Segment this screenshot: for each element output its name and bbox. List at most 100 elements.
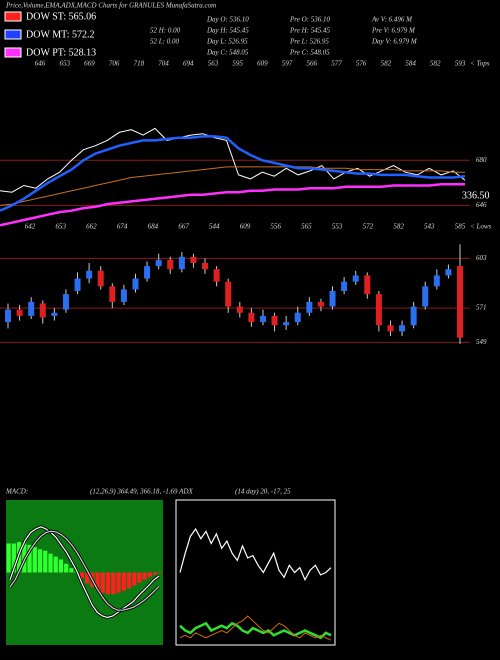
top-label: 609: [257, 60, 268, 68]
candle-body: [178, 256, 185, 270]
low-label: 544: [209, 223, 220, 231]
top-label: 646: [35, 60, 46, 68]
histogram-bar: [105, 572, 111, 595]
stat-text: Day H: 545.45: [206, 27, 249, 35]
candle-body: [259, 315, 266, 323]
candle-body: [306, 301, 313, 313]
candle-body: [86, 270, 93, 279]
low-label: 653: [55, 223, 66, 231]
histogram-bar: [95, 572, 100, 591]
low-label: 543: [424, 223, 435, 231]
histogram-bar: [43, 550, 48, 573]
price-line: [0, 127, 466, 193]
indicator-line: [9, 530, 160, 611]
indicator-line: [179, 527, 332, 582]
low-label: 565: [301, 223, 312, 231]
candle-body: [236, 306, 243, 313]
top-label: 566: [307, 60, 318, 68]
candle-body: [16, 309, 23, 316]
y-tick-label: 603: [476, 254, 487, 262]
stat-text: Day V: 6.979 M: [371, 38, 418, 46]
histogram-bar: [53, 556, 58, 573]
y-tick-label: 646: [476, 201, 487, 209]
low-label: 609: [240, 223, 251, 231]
panel-background: [6, 500, 163, 645]
stat-text: 52 L: 0.00: [150, 38, 179, 46]
indicator-line: [179, 621, 332, 640]
histogram-bar: [126, 572, 132, 589]
low-label: 556: [270, 223, 281, 231]
top-label: 595: [232, 60, 243, 68]
candle-body: [248, 312, 255, 323]
low-label: 662: [86, 223, 97, 231]
candle-body: [341, 281, 348, 291]
histogram-bar: [6, 543, 11, 573]
histogram-bar: [69, 568, 74, 573]
top-label: 704: [158, 60, 169, 68]
histogram-bar: [32, 547, 37, 573]
top-label: 597: [282, 60, 293, 68]
top-label: 593: [455, 60, 466, 68]
candle-body: [225, 281, 232, 307]
stat-text: Av V: 6.496 M: [371, 16, 413, 24]
low-label: 667: [178, 223, 189, 231]
top-label: 669: [84, 60, 95, 68]
candle-body: [445, 269, 452, 276]
stat-text: Day O: 536.10: [206, 16, 249, 24]
low-label: 585: [455, 223, 466, 231]
histogram-bar: [142, 572, 147, 580]
stat-text: Pre H: 545.45: [289, 27, 330, 35]
top-label: 582: [381, 60, 392, 68]
candle-body: [410, 306, 417, 326]
lows-label: < Lows: [470, 223, 492, 231]
candle-body: [97, 270, 104, 287]
top-label: 563: [208, 60, 219, 68]
histogram-bar: [158, 572, 163, 574]
candle-body: [317, 301, 324, 307]
legend-label: DOW PT: 528.13: [26, 47, 96, 58]
stat-text: Day C: 548.05: [206, 49, 249, 57]
histogram-bar: [48, 553, 53, 573]
low-label: 674: [117, 223, 128, 231]
candle-body: [213, 269, 220, 282]
histogram-bar: [37, 549, 43, 573]
stat-text: Day L: 526.95: [206, 38, 248, 46]
candle-body: [167, 259, 174, 270]
top-label: 718: [134, 60, 145, 68]
macd-label: MACD:: [5, 488, 28, 496]
stat-text: Pre L: 526.95: [289, 38, 329, 46]
candle-body: [39, 303, 46, 318]
low-label: 642: [25, 223, 36, 231]
top-label: 582: [430, 60, 441, 68]
histogram-bar: [79, 572, 84, 579]
candle-body: [132, 278, 139, 290]
candle-body: [399, 325, 406, 332]
candle-body: [120, 289, 127, 302]
low-label: 582: [393, 223, 404, 231]
histogram-bar: [153, 572, 158, 575]
legend-swatch: [4, 11, 22, 22]
indicator-line: [179, 615, 332, 641]
legend-label: DOW MT: 572.2: [26, 29, 94, 40]
candle-body: [329, 291, 336, 307]
low-label: 684: [148, 223, 159, 231]
y-tick-label: 680: [476, 156, 487, 164]
candle-body: [74, 278, 81, 291]
top-label: 584: [405, 60, 416, 68]
candle-body: [109, 286, 116, 302]
price-line: [0, 166, 465, 206]
candle-body: [457, 266, 463, 338]
candle-body: [5, 309, 11, 323]
top-label: 577: [331, 60, 342, 68]
y-tick-label: 571: [476, 304, 487, 312]
histogram-bar: [147, 572, 153, 577]
candle-body: [51, 312, 58, 316]
histogram-bar: [132, 572, 137, 586]
macd-params: (12,26,9) 364.49, 366.18, -1.69 ADX: [90, 488, 193, 496]
histogram-bar: [58, 559, 64, 573]
tops-label: < Tops: [470, 60, 490, 68]
histogram-bar: [111, 572, 116, 595]
stat-text: Pre V: 6.979 M: [371, 27, 416, 35]
candle-body: [202, 263, 209, 270]
